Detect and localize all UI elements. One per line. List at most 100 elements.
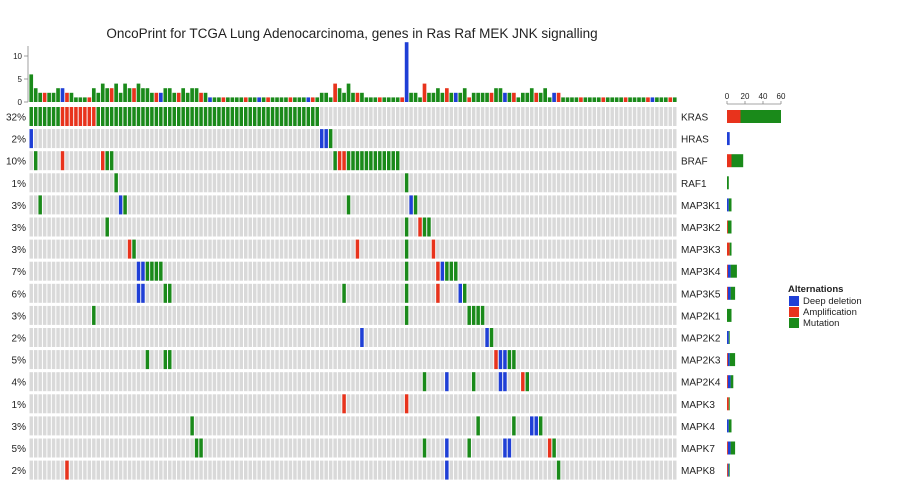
grid-cell [351,217,355,237]
grid-cell [387,350,391,370]
grid-cell [257,151,261,171]
grid-cell [360,416,364,436]
top-bar [556,92,561,102]
grid-cell [382,305,387,325]
grid-cell [449,394,454,414]
grid-cell [38,261,42,281]
alteration-cell [185,107,190,126]
grid-cell [579,416,583,436]
grid-cell [270,239,275,259]
grid-cell [588,416,592,436]
grid-cell [60,283,65,303]
grid-cell [623,328,628,347]
grid-cell [521,460,525,480]
grid-cell [42,283,47,303]
grid-cell [235,195,239,215]
grid-cell [623,217,628,237]
grid-cell [659,173,664,193]
top-bar [194,88,199,102]
grid-cell [418,195,422,215]
grid-cell [418,239,422,259]
grid-cell [512,460,516,480]
grid-cell [579,460,583,480]
grid-cell [114,372,118,392]
alteration-cell [60,107,65,126]
grid-cell [610,239,614,259]
grid-cell [87,438,92,458]
grid-cell [619,261,623,281]
grid-cell [360,239,364,259]
grid-cell [637,173,641,193]
grid-cell [597,350,601,370]
grid-cell [418,151,422,171]
grid-cell [641,394,646,414]
grid-cell [614,438,619,458]
grid-cell [543,107,547,126]
grid-cell [413,394,418,414]
grid-cell [244,283,248,303]
grid-cell [266,394,270,414]
grid-cell [409,460,413,480]
grid-cell [659,394,664,414]
grid-cell [190,195,194,215]
gene-name-label: BRAF [681,157,708,168]
grid-cell [163,173,168,193]
grid-cell [78,239,83,259]
grid-cell [145,129,150,149]
grid-cell [525,350,530,370]
top-bar [319,92,324,102]
grid-cell [637,283,641,303]
grid-cell [431,350,436,370]
right-bar-segment [727,441,731,455]
grid-cell [467,173,471,193]
grid-cell [467,129,471,149]
grid-cell [543,261,547,281]
top-bar [60,88,65,102]
grid-cell [150,305,154,325]
grid-cell [226,350,230,370]
grid-cell [257,394,261,414]
grid-cell [51,195,56,215]
grid-cell [181,217,185,237]
grid-cell [311,305,315,325]
grid-cell [288,416,293,436]
alteration-cell [512,416,516,436]
grid-cell [378,283,382,303]
top-bar [413,92,418,102]
grid-cell [561,173,565,193]
grid-cell [547,460,552,480]
grid-cell [516,173,521,193]
grid-cell [261,261,266,281]
grid-cell [159,328,163,347]
grid-cell [172,217,176,237]
grid-cell [449,350,454,370]
grid-cell [521,305,525,325]
grid-cell [235,438,239,458]
grid-cell [159,350,163,370]
grid-cell [673,151,677,171]
grid-cell [29,394,33,414]
grid-cell [561,328,565,347]
grid-cell [436,394,440,414]
grid-cell [145,217,150,237]
grid-cell [168,129,172,149]
grid-cell [136,151,141,171]
grid-cell [315,217,319,237]
grid-cell [69,283,74,303]
grid-cell [87,350,92,370]
grid-cell [440,416,445,436]
alteration-cell [118,107,123,126]
grid-cell [288,173,293,193]
grid-cell [109,129,114,149]
alteration-cell [145,350,150,370]
grid-cell [83,151,87,171]
grid-cell [409,129,413,149]
grid-cell [123,129,127,149]
grid-cell [101,239,105,259]
grid-cell [632,305,637,325]
grid-cell [583,328,588,347]
grid-cell [114,217,118,237]
grid-cell [583,239,588,259]
grid-cell [302,195,306,215]
grid-cell [489,305,494,325]
